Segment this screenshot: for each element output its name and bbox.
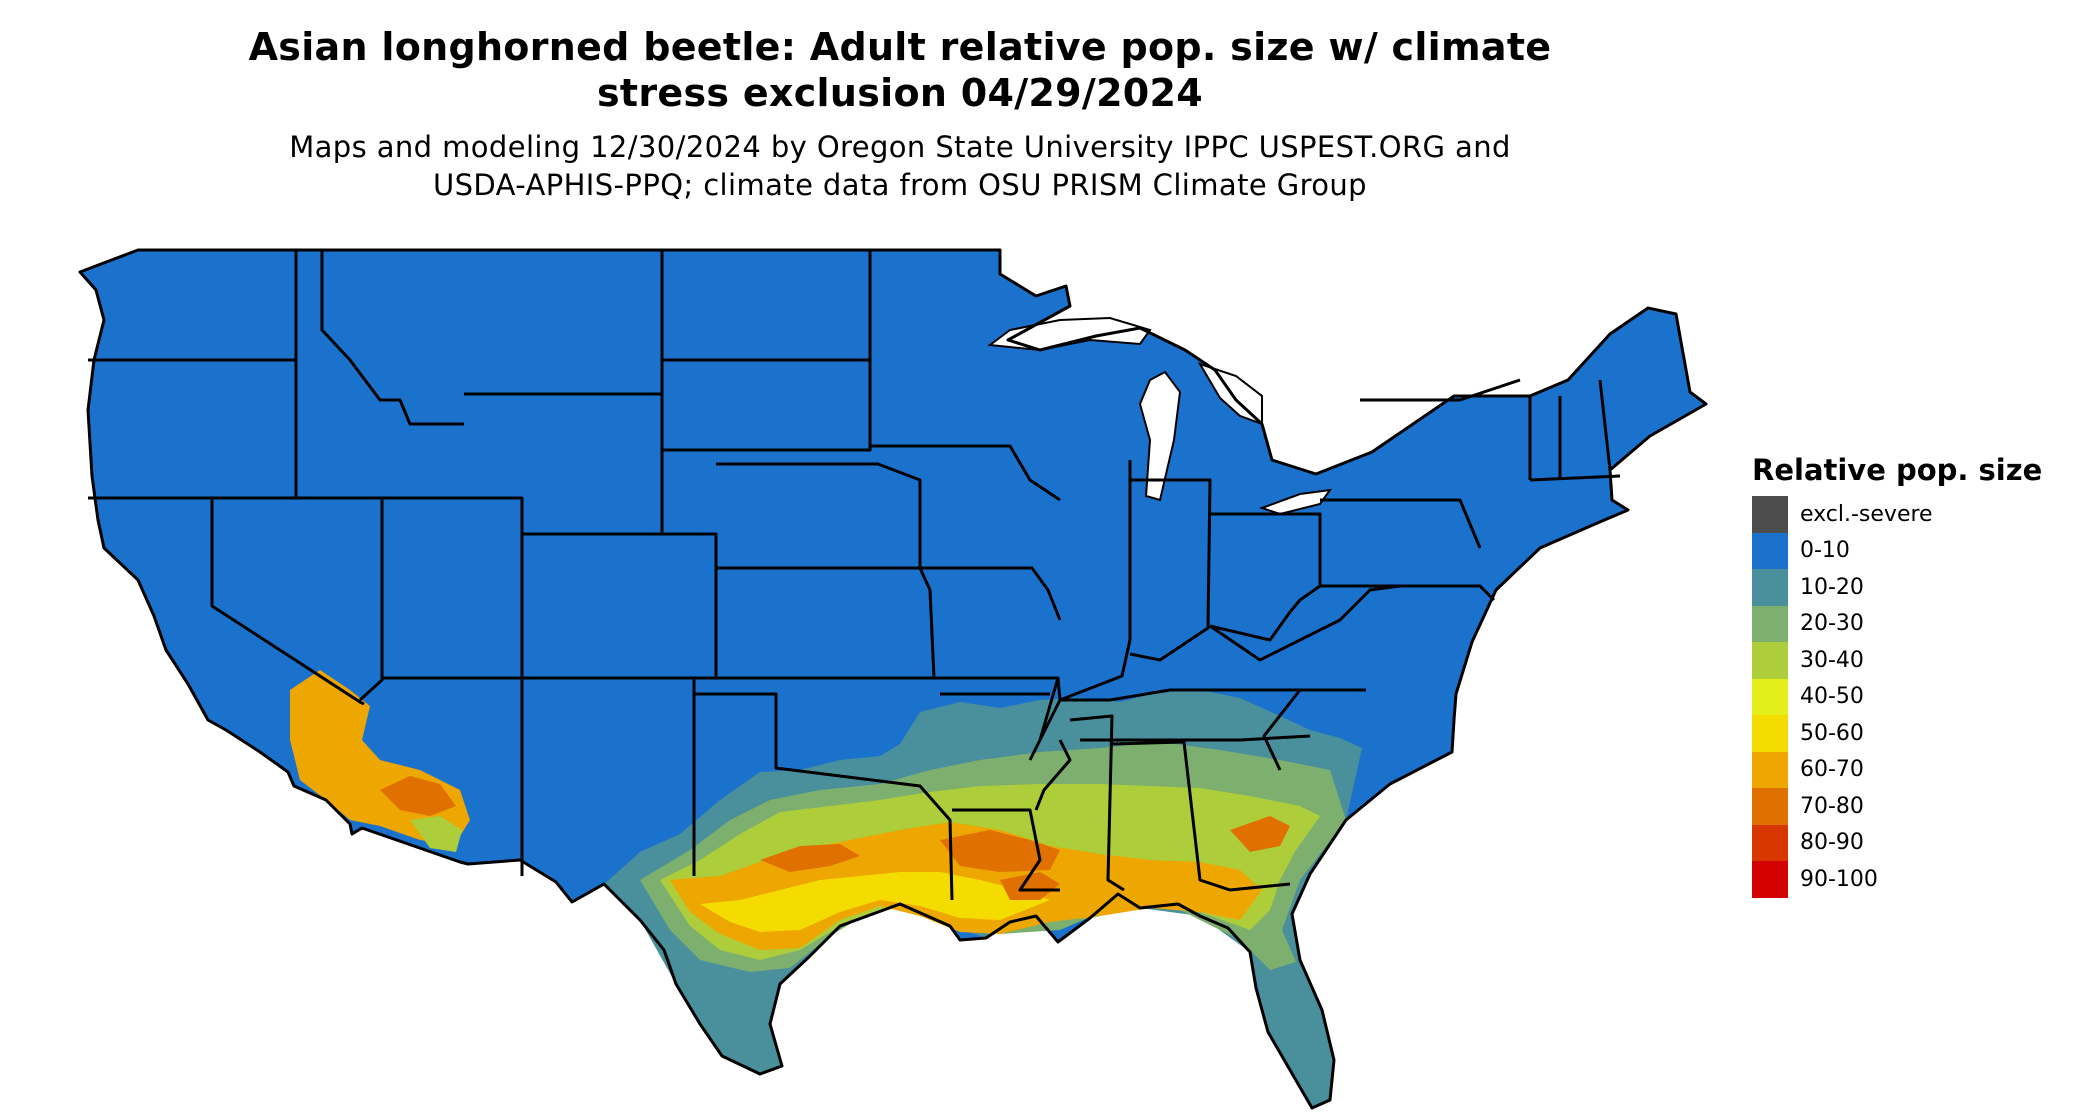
legend-item: 60-70 [1752, 751, 2082, 788]
legend-swatch [1752, 678, 1788, 715]
legend-swatch [1752, 861, 1788, 898]
legend-title: Relative pop. size [1752, 453, 2043, 487]
legend-items: excl.-severe 0-10 10-20 20-30 30-40 40-50 50-6… [1752, 496, 2082, 898]
legend-swatch [1752, 569, 1788, 606]
legend-label: 40-50 [1800, 684, 1864, 710]
legend-item: 20-30 [1752, 605, 2082, 642]
legend-swatch [1752, 715, 1788, 752]
zone-60-70-carolina [1230, 816, 1290, 852]
legend-label: 50-60 [1800, 720, 1864, 746]
subtitle-line-1: Maps and modeling 12/30/2024 by Oregon S… [289, 130, 1511, 164]
us-outline [78, 248, 1708, 1110]
legend-swatch [1752, 532, 1788, 569]
lake-michigan [1138, 370, 1182, 502]
zone-40-50 [700, 872, 1050, 932]
legend-label: 0-10 [1800, 538, 1850, 564]
legend-swatch [1752, 496, 1788, 533]
map-subtitle: Maps and modeling 12/30/2024 by Oregon S… [150, 128, 1650, 204]
legend-label: 20-30 [1800, 611, 1864, 637]
legend: Relative pop. size excl.-severe 0-10 10-20… [1752, 452, 2082, 898]
zone-southwest-hot [380, 776, 456, 816]
subtitle-line-2: USDA-APHIS-PPQ; climate data from OSU PR… [432, 168, 1367, 202]
zone-60-70-east [940, 830, 1060, 872]
legend-item: 30-40 [1752, 642, 2082, 679]
legend-item: 40-50 [1752, 678, 2082, 715]
title-line-2: stress exclusion 04/29/2024 [596, 71, 1204, 115]
map-title: Asian longhorned beetle: Adult relative … [150, 24, 1650, 116]
legend-swatch [1752, 605, 1788, 642]
legend-swatch [1752, 824, 1788, 861]
legend-label: 60-70 [1800, 757, 1864, 783]
state-borders [88, 250, 1621, 901]
legend-label: 90-100 [1800, 866, 1878, 892]
legend-item: 0-10 [1752, 532, 2082, 569]
legend-label: 10-20 [1800, 574, 1864, 600]
legend-item: 90-100 [1752, 861, 2082, 898]
legend-swatch [1752, 788, 1788, 825]
legend-label: excl.-severe [1800, 501, 1933, 527]
legend-label: 30-40 [1800, 647, 1864, 673]
zone-southwest-mild [410, 816, 462, 852]
legend-item: excl.-severe [1752, 496, 2082, 533]
legend-item: 10-20 [1752, 569, 2082, 606]
legend-item: 50-60 [1752, 715, 2082, 752]
legend-swatch [1752, 751, 1788, 788]
legend-item: 80-90 [1752, 824, 2082, 861]
legend-label: 70-80 [1800, 793, 1864, 819]
zone-60-70-texas [760, 844, 860, 872]
zone-60-70-louisiana [1000, 872, 1060, 900]
legend-label: 80-90 [1800, 830, 1864, 856]
legend-swatch [1752, 642, 1788, 679]
legend-item: 70-80 [1752, 788, 2082, 825]
title-line-1: Asian longhorned beetle: Adult relative … [248, 25, 1552, 69]
